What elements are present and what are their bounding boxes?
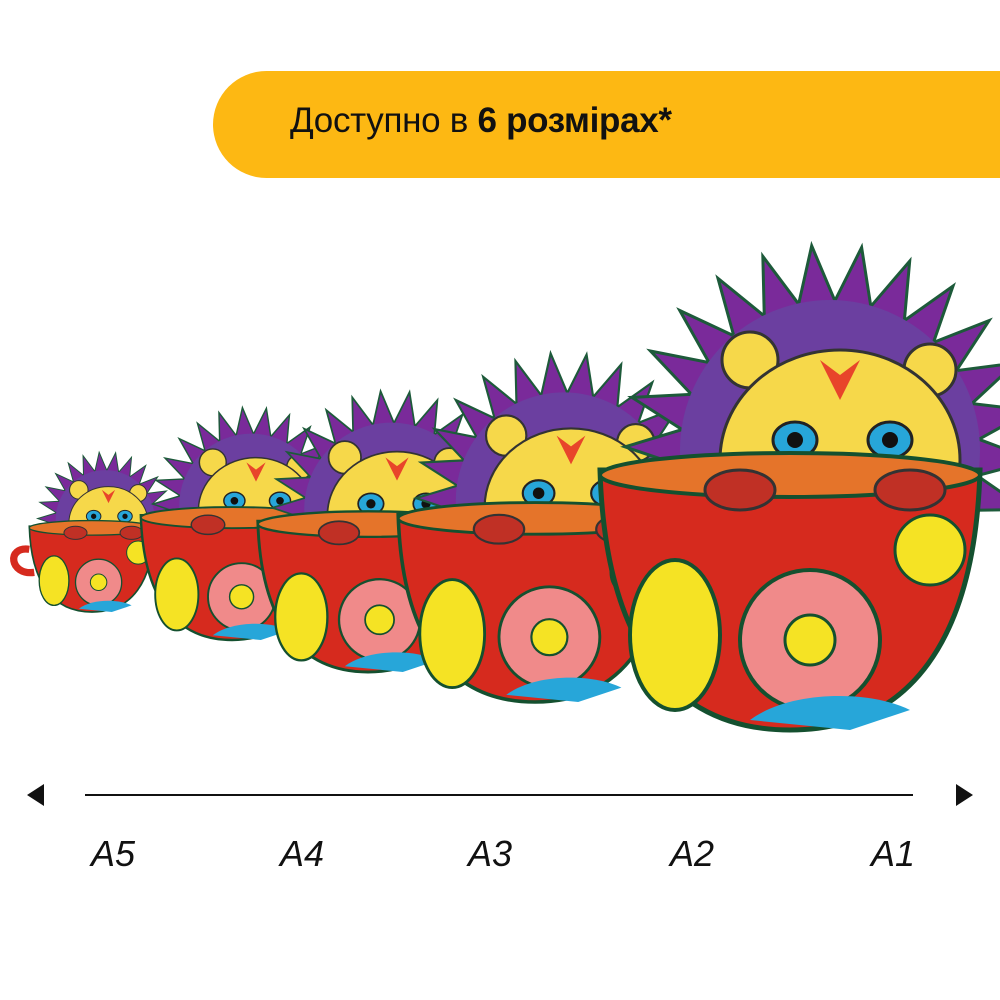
arrow-left-icon xyxy=(27,784,44,806)
hedgehog-cup-figure xyxy=(10,450,175,613)
paw xyxy=(63,525,88,540)
promo-banner: Доступно в 6 розмірах* xyxy=(213,71,1000,178)
paw xyxy=(472,513,526,545)
paw xyxy=(317,520,361,546)
paw xyxy=(190,514,226,536)
size-label-a3: A3 xyxy=(467,833,513,874)
size-scale-line xyxy=(85,794,913,796)
cup-handle xyxy=(10,545,35,577)
banner-text: Доступно в 6 розмірах* xyxy=(290,101,672,140)
paw xyxy=(703,468,777,512)
paw xyxy=(873,468,947,512)
arrow-right-icon xyxy=(956,784,973,806)
hedgehog-cup-figure xyxy=(597,240,1000,733)
size-label-a4: A4 xyxy=(279,833,325,874)
paw xyxy=(119,525,144,540)
size-label-a5: A5 xyxy=(90,833,136,874)
size-label-a1: A1 xyxy=(870,833,916,874)
size-label-a2: A2 xyxy=(669,833,715,874)
